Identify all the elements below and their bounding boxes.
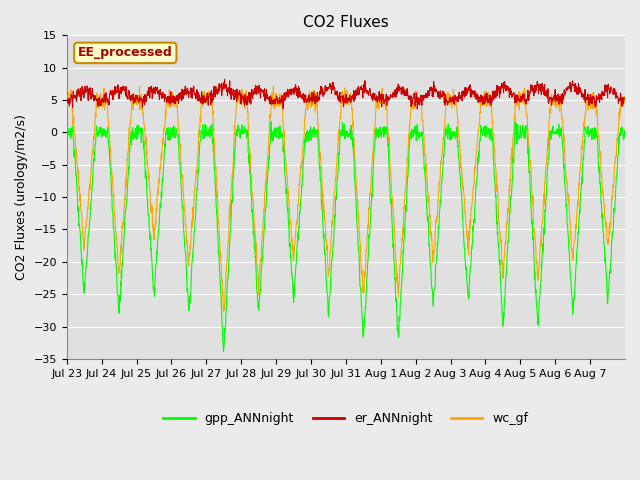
Y-axis label: CO2 Fluxes (urology/m2/s): CO2 Fluxes (urology/m2/s) [15,114,28,280]
Legend: gpp_ANNnight, er_ANNnight, wc_gf: gpp_ANNnight, er_ANNnight, wc_gf [158,407,534,430]
Title: CO2 Fluxes: CO2 Fluxes [303,15,388,30]
Text: EE_processed: EE_processed [78,47,173,60]
